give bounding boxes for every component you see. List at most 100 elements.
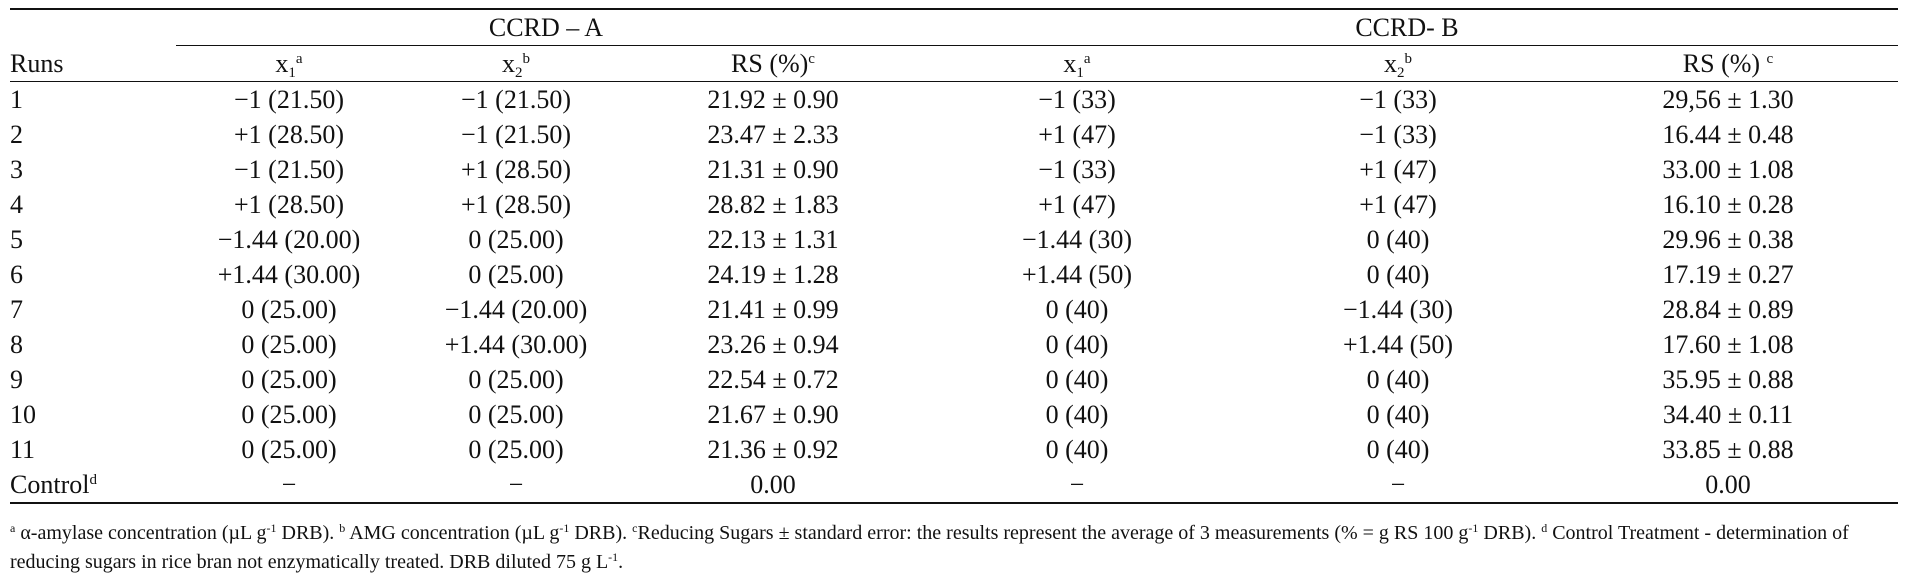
footnote-b-text-end: DRB). (569, 522, 633, 544)
cell-a-x2: 0 (25.00) (468, 435, 564, 464)
footnote-a-text: α-amylase concentration (µL g (15, 522, 267, 544)
group-header-spacer (10, 8, 176, 46)
cell-a-x2: 0 (25.00) (468, 260, 564, 289)
footnote-d-exponent: -1 (608, 550, 619, 564)
table-row: 2 +1 (28.50) −1 (21.50) 23.47 ± 2.33 +1 (47)… (10, 117, 1898, 152)
footnote-c-exponent: -1 (1468, 521, 1479, 535)
cell-b-rs: 35.95 ± 0.88 (1662, 365, 1794, 394)
cell-a-rs: 0.00 (630, 467, 916, 504)
footnote-a-text-end: DRB). (276, 522, 340, 544)
col-header-b-x1: x1a (916, 45, 1238, 82)
cell-b-rs: 33.85 ± 0.88 (1662, 435, 1794, 464)
footnote-d-text-end: . (618, 551, 624, 573)
col-header-runs: Runs (10, 45, 176, 82)
cell-run: 3 (10, 155, 23, 184)
table-row: 9 0 (25.00) 0 (25.00) 22.54 ± 0.72 0 (40) 0 (… (10, 362, 1898, 397)
cell-b-x2: +1 (47) (1359, 155, 1437, 184)
cell-a-x1: 0 (25.00) (241, 400, 337, 429)
results-table: CCRD – A CCRD- B Runs x1a x2b RS (%)c x1… (10, 8, 1898, 504)
cell-b-x1: 0 (40) (1045, 295, 1109, 324)
cell-run: 5 (10, 225, 23, 254)
cell-a-rs: 21.36 ± 0.92 (707, 435, 839, 464)
cell-b-rs: 29,56 ± 1.30 (1662, 85, 1794, 114)
group-header-ccrd-a: CCRD – A (176, 8, 916, 46)
cell-b-x1: +1.44 (50) (1022, 260, 1132, 289)
cell-a-x1: +1.44 (30.00) (217, 260, 361, 289)
col-header-a-x1: x1a (176, 45, 402, 82)
cell-a-x2: 0 (25.00) (468, 400, 564, 429)
group-header-ccrd-b: CCRD- B (916, 8, 1898, 46)
table-row-control: Controld − − 0.00 − − 0.00 (10, 467, 1898, 504)
cell-a-x1: 0 (25.00) (241, 365, 337, 394)
cell-b-x2: 0 (40) (1366, 400, 1430, 429)
cell-b-x1: −1.44 (30) (1022, 225, 1132, 254)
table-row: 1 −1 (21.50) −1 (21.50) 21.92 ± 0.90 −1 (33)… (10, 82, 1898, 118)
cell-run: 6 (10, 260, 23, 289)
cell-b-x1: 0 (40) (1045, 400, 1109, 429)
cell-b-x1: − (916, 467, 1238, 504)
cell-a-x2: −1 (21.50) (461, 85, 571, 114)
cell-run: 2 (10, 120, 23, 149)
cell-b-rs: 0.00 (1558, 467, 1898, 504)
cell-a-x1: −1 (21.50) (234, 85, 344, 114)
cell-b-x2: −1 (33) (1359, 120, 1437, 149)
col-header-a-rs: RS (%)c (630, 45, 916, 82)
cell-a-x2: 0 (25.00) (468, 225, 564, 254)
cell-a-x1: −1.44 (20.00) (217, 225, 361, 254)
cell-run: 7 (10, 295, 23, 324)
cell-b-rs: 16.44 ± 0.48 (1662, 120, 1794, 149)
cell-b-x1: −1 (33) (1038, 85, 1116, 114)
cell-a-x2: −1 (21.50) (461, 120, 571, 149)
footnote-mark-a: a (10, 521, 16, 535)
table-footnotes: a α-amylase concentration (µL g-1 DRB). … (10, 519, 1898, 577)
cell-a-x1: −1 (21.50) (234, 155, 344, 184)
cell-b-x1: 0 (40) (1045, 435, 1109, 464)
table-row: 7 0 (25.00) −1.44 (20.00) 21.41 ± 0.99 0 (40… (10, 292, 1898, 327)
table-row: 8 0 (25.00) +1.44 (30.00) 23.26 ± 0.94 0 (40… (10, 327, 1898, 362)
cell-a-x2: +1.44 (30.00) (444, 330, 588, 359)
column-header-row: Runs x1a x2b RS (%)c x1a x2b RS (%) c (10, 45, 1898, 82)
table-body: 1 −1 (21.50) −1 (21.50) 21.92 ± 0.90 −1 (33)… (10, 82, 1898, 504)
cell-a-rs: 21.67 ± 0.90 (707, 400, 839, 429)
cell-a-x2: +1 (28.50) (461, 155, 571, 184)
footnote-mark-c: c (632, 521, 638, 535)
col-header-b-x2: x2b (1238, 45, 1558, 82)
col-header-a-x2: x2b (402, 45, 630, 82)
cell-a-rs: 22.13 ± 1.31 (707, 225, 839, 254)
cell-run: 9 (10, 365, 23, 394)
cell-a-x2: − (402, 467, 630, 504)
footnote-a-exponent: -1 (266, 521, 277, 535)
cell-b-x2: 0 (40) (1366, 225, 1430, 254)
cell-a-x1: − (176, 467, 402, 504)
cell-b-x2: 0 (40) (1366, 260, 1430, 289)
cell-b-rs: 34.40 ± 0.11 (1662, 400, 1794, 429)
cell-run: 11 (10, 435, 36, 464)
group-header-row: CCRD – A CCRD- B (10, 8, 1898, 46)
cell-run: 8 (10, 330, 23, 359)
cell-a-x2: −1.44 (20.00) (444, 295, 588, 324)
footnote-c-text-end: DRB). (1478, 522, 1542, 544)
cell-a-x1: 0 (25.00) (241, 330, 337, 359)
cell-b-x2: +1 (47) (1359, 190, 1437, 219)
cell-b-x1: −1 (33) (1038, 155, 1116, 184)
col-header-b-rs: RS (%) c (1558, 45, 1898, 82)
cell-a-rs: 22.54 ± 0.72 (707, 365, 839, 394)
cell-run: 1 (10, 85, 23, 114)
cell-b-x2: − (1238, 467, 1558, 504)
footnote-b-exponent: -1 (559, 521, 570, 535)
cell-b-x2: 0 (40) (1366, 435, 1430, 464)
cell-b-rs: 28.84 ± 0.89 (1662, 295, 1794, 324)
cell-b-x2: 0 (40) (1366, 365, 1430, 394)
cell-a-rs: 28.82 ± 1.83 (707, 190, 839, 219)
table-row: 5 −1.44 (20.00) 0 (25.00) 22.13 ± 1.31 −1.44… (10, 222, 1898, 257)
cell-b-rs: 17.60 ± 1.08 (1662, 330, 1794, 359)
table-row: 6 +1.44 (30.00) 0 (25.00) 24.19 ± 1.28 +1.44… (10, 257, 1898, 292)
cell-b-x1: +1 (47) (1038, 190, 1116, 219)
cell-b-x2: +1.44 (50) (1343, 330, 1453, 359)
cell-a-rs: 21.31 ± 0.90 (707, 155, 839, 184)
cell-a-x1: 0 (25.00) (241, 435, 337, 464)
footnote-mark-d: d (1541, 521, 1548, 535)
cell-b-rs: 17.19 ± 0.27 (1662, 260, 1794, 289)
cell-a-x1: 0 (25.00) (241, 295, 337, 324)
